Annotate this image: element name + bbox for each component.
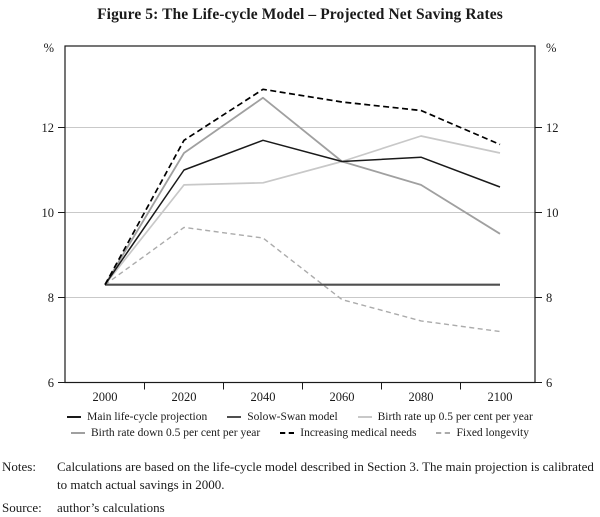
legend-label-medical_needs: Increasing medical needs [300,427,417,439]
chart-legend: Main life-cycle projection Solow-Swan mod… [0,409,600,441]
y-axis-unit-left: % [44,41,54,55]
legend-item-fixed_longevity: Fixed longevity [436,425,529,441]
source-row: Source: author’s calculations [2,499,596,517]
legend-label-main: Main life-cycle projection [87,411,208,423]
series-line-birth_rate_up [104,135,501,286]
legend-swatch-birth_rate_down-icon [71,432,85,434]
savings-chart: 6 6 8 8 10 10 12 12% % 2000 2020 2040 2060 2080 2100 [42,41,559,404]
legend-item-solow_swan: Solow-Swan model [227,409,338,425]
y-tick-label-right-8: 8 [546,291,552,305]
legend-label-fixed_longevity: Fixed longevity [456,427,529,439]
legend-row-1: Main life-cycle projection Solow-Swan mod… [0,409,600,425]
series-line-medical_needs [104,88,501,286]
figure-title: Figure 5: The Life-cycle Model – Project… [97,6,503,23]
x-tick-label-2000: 2000 [93,390,118,404]
legend-swatch-medical_needs-icon [280,432,295,434]
series-line-main [104,139,501,286]
notes-row: Notes: Calculations are based on the lif… [2,458,596,494]
x-tick-label-2080: 2080 [409,390,434,404]
y-tick-label-right-10: 10 [546,206,559,220]
notes-text: Calculations are based on the life-cycle… [57,459,594,492]
source-text: author’s calculations [57,500,165,515]
legend-swatch-fixed_longevity-icon [436,432,451,434]
y-tick-label-left-8: 8 [48,291,54,305]
legend-item-birth_rate_up: Birth rate up 0.5 per cent per year [357,409,533,425]
legend-item-main: Main life-cycle projection [67,409,207,425]
legend-item-birth_rate_down: Birth rate down 0.5 per cent per year [71,425,260,441]
y-tick-label-left-12: 12 [42,121,55,135]
legend-swatch-main-icon [67,416,82,418]
y-axis-unit-right: % [546,41,556,55]
notes-block: Notes: Calculations are based on the lif… [2,458,596,517]
x-tick-label-2060: 2060 [330,390,355,404]
series-line-fixed_longevity [104,226,501,333]
source-label: Source: [2,500,42,515]
plot-frame [64,45,536,384]
x-tick-label-2100: 2100 [488,390,513,404]
y-tick-label-right-6: 6 [546,376,552,390]
legend-row-2: Birth rate down 0.5 per cent per year Inc… [0,425,600,441]
legend-item-medical_needs: Increasing medical needs [280,425,416,441]
legend-label-birth_rate_up: Birth rate up 0.5 per cent per year [377,411,533,423]
y-tick-label-left-6: 6 [48,376,54,390]
series-line-birth_rate_down [104,96,501,286]
y-tick-label-right-12: 12 [546,121,559,135]
legend-swatch-solow_swan-icon [227,416,242,418]
legend-label-birth_rate_down: Birth rate down 0.5 per cent per year [91,427,261,439]
x-tick-label-2020: 2020 [172,390,197,404]
notes-label: Notes: [2,459,36,474]
legend-swatch-birth_rate_up-icon [357,416,372,418]
legend-label-solow_swan: Solow-Swan model [247,411,338,423]
y-tick-label-left-10: 10 [42,206,55,220]
x-tick-label-2040: 2040 [251,390,276,404]
